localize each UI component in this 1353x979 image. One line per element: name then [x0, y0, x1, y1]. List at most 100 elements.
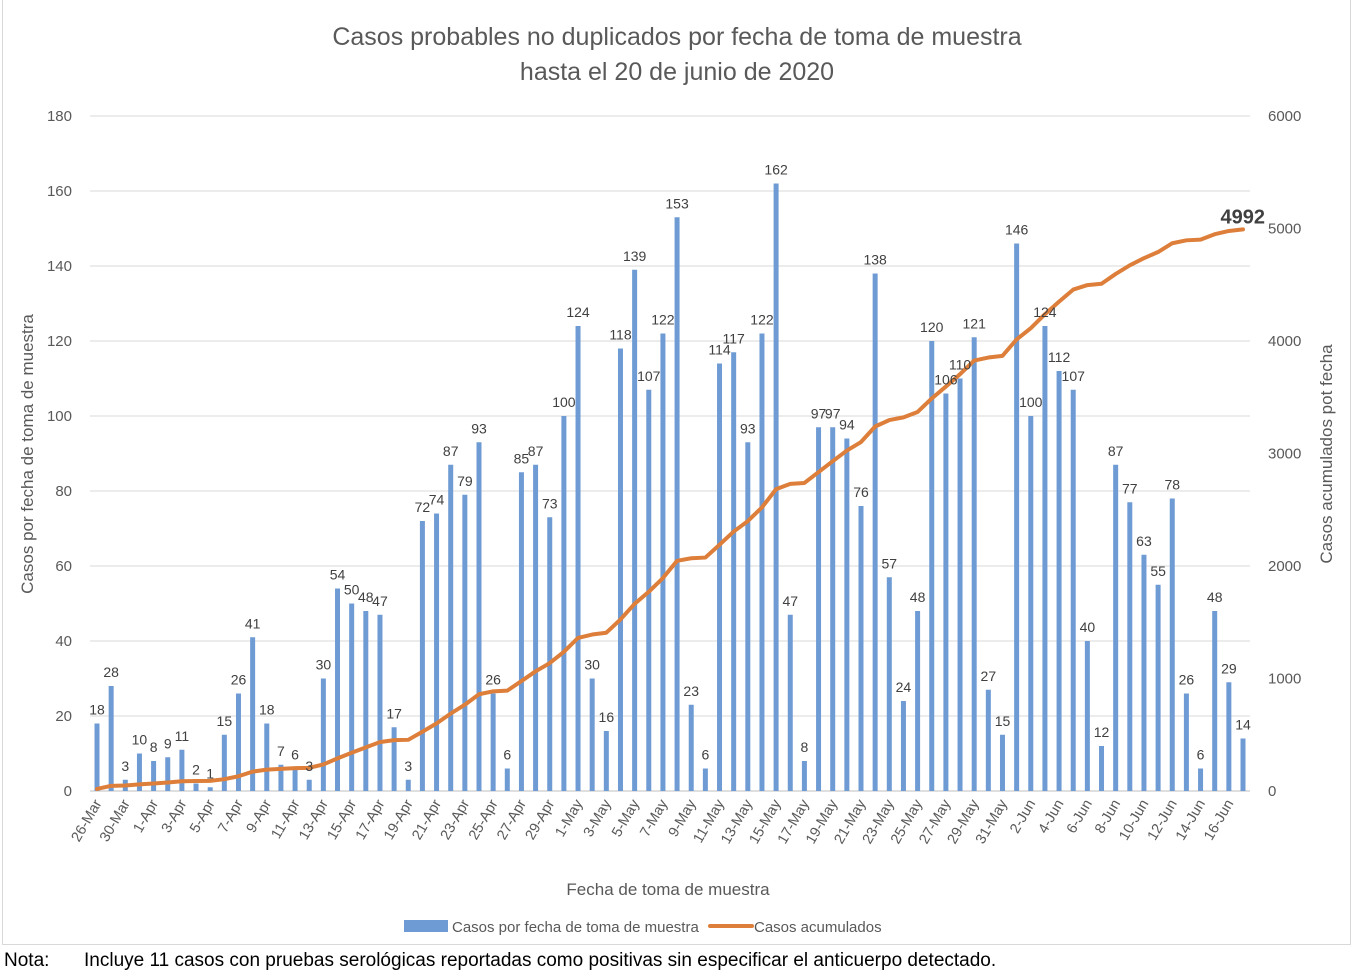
bar — [448, 464, 454, 791]
bar-data-label: 100 — [1019, 394, 1043, 410]
bar — [900, 701, 906, 791]
bar — [1014, 243, 1020, 791]
y-tick-label: 100 — [47, 408, 72, 425]
bar — [915, 611, 921, 791]
bar-data-label: 122 — [651, 312, 675, 328]
bar-data-label: 54 — [330, 567, 346, 583]
bar-data-label: 9 — [164, 735, 172, 751]
bar — [745, 442, 751, 791]
bar-data-label: 74 — [429, 492, 445, 508]
bar-data-label: 30 — [584, 657, 600, 673]
bar — [759, 333, 765, 791]
y2-tick-label: 4000 — [1268, 333, 1301, 350]
bar — [717, 363, 723, 791]
bar — [1056, 371, 1062, 791]
bar-data-label: 87 — [528, 443, 544, 459]
bar — [264, 723, 270, 791]
bar — [1113, 464, 1119, 791]
bar-data-label: 112 — [1048, 349, 1071, 365]
y2-tick-label: 3000 — [1268, 446, 1301, 463]
bar-data-label: 23 — [683, 683, 699, 699]
bar-data-label: 3 — [305, 758, 313, 774]
bar-data-label: 10 — [132, 732, 148, 748]
bar-data-label: 27 — [981, 668, 997, 684]
bar-data-label: 124 — [1033, 304, 1057, 320]
bar — [349, 603, 355, 791]
x-axis-title: Fecha de toma de muestra — [566, 880, 770, 899]
bar-data-label: 29 — [1221, 660, 1237, 676]
y2-tick-label: 1000 — [1268, 671, 1301, 688]
y-tick-label: 120 — [47, 333, 72, 350]
y-tick-label: 160 — [47, 183, 72, 200]
bar-data-label: 47 — [372, 593, 388, 609]
bar-data-label: 7 — [277, 743, 285, 759]
bar-data-label: 153 — [665, 195, 689, 211]
bar-data-label: 11 — [175, 728, 190, 744]
x-tick-label: 29-Apr — [523, 797, 559, 843]
bar-data-label: 26 — [1179, 672, 1195, 688]
bar-data-label: 85 — [514, 450, 530, 466]
y-axis-right: 0 1000 2000 3000 4000 5000 6000 — [1268, 108, 1301, 800]
bar — [1183, 693, 1189, 791]
bar — [1084, 641, 1090, 791]
bar-data-label: 107 — [1062, 368, 1086, 384]
gridlines — [90, 115, 1250, 792]
x-tick-label: 4-Jun — [1036, 797, 1068, 836]
bar — [1169, 498, 1175, 791]
bar — [617, 348, 623, 791]
bar — [985, 689, 991, 791]
bar-data-label: 50 — [344, 582, 360, 598]
cumulative-line — [95, 227, 1245, 791]
bar-data-label: 110 — [949, 357, 972, 373]
bar — [1099, 746, 1105, 791]
bar-data-label: 18 — [259, 702, 275, 718]
y-axis-left: 0 20 40 60 80 100 120 140 160 180 — [47, 108, 72, 800]
bar — [193, 783, 199, 791]
bar-data-label: 121 — [963, 315, 987, 331]
bar — [1198, 768, 1204, 791]
bar-data-label: 107 — [637, 368, 661, 384]
legend: Casos por fecha de toma de muestra Casos… — [404, 919, 882, 936]
bar-data-label: 57 — [882, 555, 898, 571]
bar — [688, 704, 694, 791]
y2-tick-label: 2000 — [1268, 558, 1301, 575]
footnote-label: Nota: — [4, 950, 50, 971]
legend-label-line: Casos acumulados — [754, 919, 882, 936]
x-tick-label: 1-Apr — [130, 797, 162, 836]
bar-data-label: 139 — [623, 248, 647, 264]
bar — [1127, 502, 1133, 791]
bar-data-label: 6 — [701, 747, 709, 763]
bar-data-label: 124 — [566, 304, 590, 320]
bar — [278, 764, 284, 791]
bar-data-label: 15 — [217, 713, 233, 729]
bar — [363, 611, 369, 791]
bar — [999, 734, 1005, 791]
bar-data-label: 17 — [386, 705, 402, 721]
bar-data-label: 14 — [1235, 717, 1251, 733]
bar — [801, 761, 807, 791]
bar — [575, 326, 581, 791]
bar-data-label: 100 — [552, 394, 576, 410]
bar-data-label: 77 — [1122, 480, 1138, 496]
bar — [731, 352, 737, 791]
bar-data-label: 76 — [853, 484, 869, 500]
y2-tick-label: 5000 — [1268, 221, 1301, 238]
bar — [787, 614, 793, 791]
bar — [533, 464, 539, 791]
bar-data-label: 1 — [206, 765, 214, 781]
footnote: Nota: Incluye 11 casos con pruebas seroló… — [4, 950, 996, 972]
chart: Casos probables no duplicados por fecha … — [18, 23, 1336, 936]
bar-data-label: 55 — [1150, 563, 1166, 579]
bar — [108, 686, 114, 791]
bar-data-label: 15 — [995, 713, 1011, 729]
bar — [1240, 738, 1246, 791]
bar-data-label: 8 — [150, 739, 158, 755]
bar — [179, 749, 185, 791]
bar-data-label: 117 — [723, 330, 746, 346]
bar — [1141, 554, 1147, 791]
bar — [391, 727, 397, 791]
y2-tick-label: 6000 — [1268, 108, 1301, 125]
bar — [844, 438, 850, 791]
bar-data-label: 87 — [443, 443, 459, 459]
bar — [94, 723, 100, 791]
